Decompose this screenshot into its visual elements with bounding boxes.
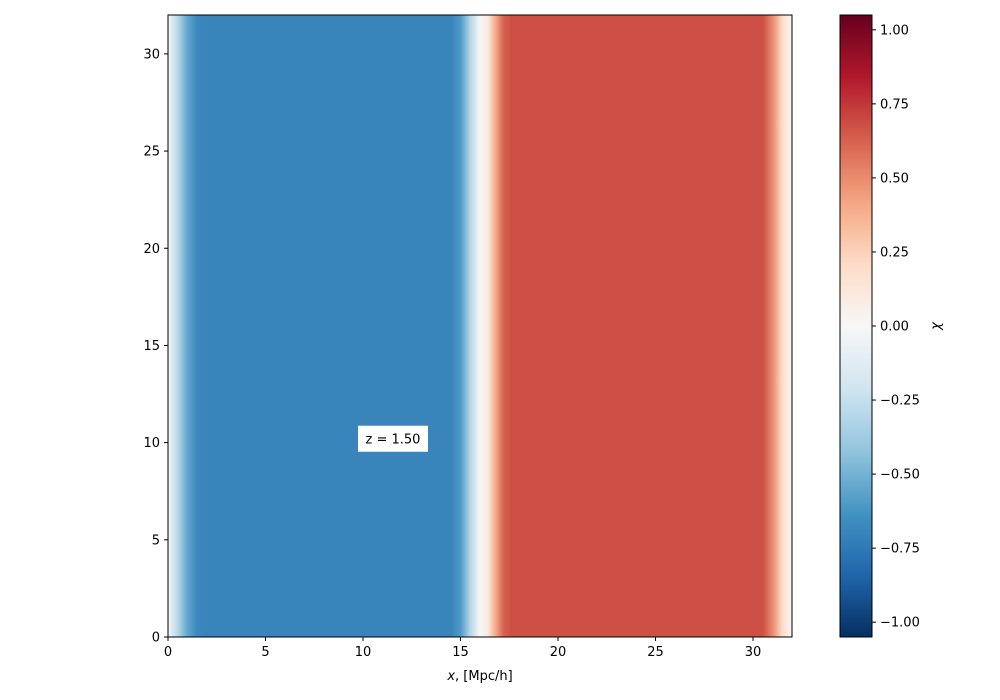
y-tick-label: 10 <box>143 436 160 451</box>
y-tick-label: 30 <box>143 47 160 62</box>
y-tick-label: 15 <box>143 339 160 354</box>
y-tick-label: 5 <box>152 533 160 548</box>
x-axis-label-unit: , [Mpc/h] <box>455 669 513 684</box>
colorbar-ticks: −1.00 −0.75 −0.50 −0.25 0.00 0.25 0.50 0.75 1.00 <box>872 23 920 631</box>
x-axis-label-var: x <box>446 669 455 684</box>
colorbar-tick-label: 0.25 <box>880 245 909 260</box>
colorbar-tick-label: 0.75 <box>880 97 909 112</box>
main-axes: 0 5 10 15 20 25 30 0 5 10 15 20 25 30 x, [Mpc/h] z =… <box>143 14 793 684</box>
x-tick-label: 20 <box>550 645 567 660</box>
colorbar: −1.00 −0.75 −0.50 −0.25 0.00 0.25 0.50 0.75 1.00… <box>839 14 944 638</box>
x-tick-label: 5 <box>261 645 269 660</box>
x-tick-label: 15 <box>452 645 469 660</box>
redshift-annotation: z = 1.50 <box>358 425 428 452</box>
y-tick-label: 20 <box>143 242 160 257</box>
colorbar-label: χ <box>929 321 944 331</box>
x-tick-label: 25 <box>647 645 664 660</box>
y-tick-label: 25 <box>143 145 160 160</box>
colorbar-tick-label: 0.50 <box>880 171 909 186</box>
colorbar-tick-label: 1.00 <box>880 23 909 38</box>
colorbar-tick-label: −0.75 <box>880 542 920 557</box>
heatmap-field <box>168 15 792 637</box>
colorbar-tick-label: 0.00 <box>880 320 909 335</box>
y-tick-label: 0 <box>152 631 160 646</box>
annotation-box <box>358 425 428 452</box>
x-axis-ticks: 0 5 10 15 20 25 30 <box>164 637 761 660</box>
x-tick-label: 10 <box>355 645 372 660</box>
colorbar-tick-label: −0.50 <box>880 468 920 483</box>
colorbar-gradient-bar <box>840 15 872 637</box>
annotation-text: z = 1.50 <box>366 433 421 448</box>
x-axis-label: x, [Mpc/h] <box>446 669 512 684</box>
colorbar-tick-label: −0.25 <box>880 394 920 409</box>
x-tick-label: 0 <box>164 645 172 660</box>
colorbar-tick-label: −1.00 <box>880 616 920 631</box>
y-axis-ticks: 0 5 10 15 20 25 30 <box>143 47 168 646</box>
main-plot-frame <box>167 14 793 638</box>
x-tick-label: 30 <box>745 645 762 660</box>
